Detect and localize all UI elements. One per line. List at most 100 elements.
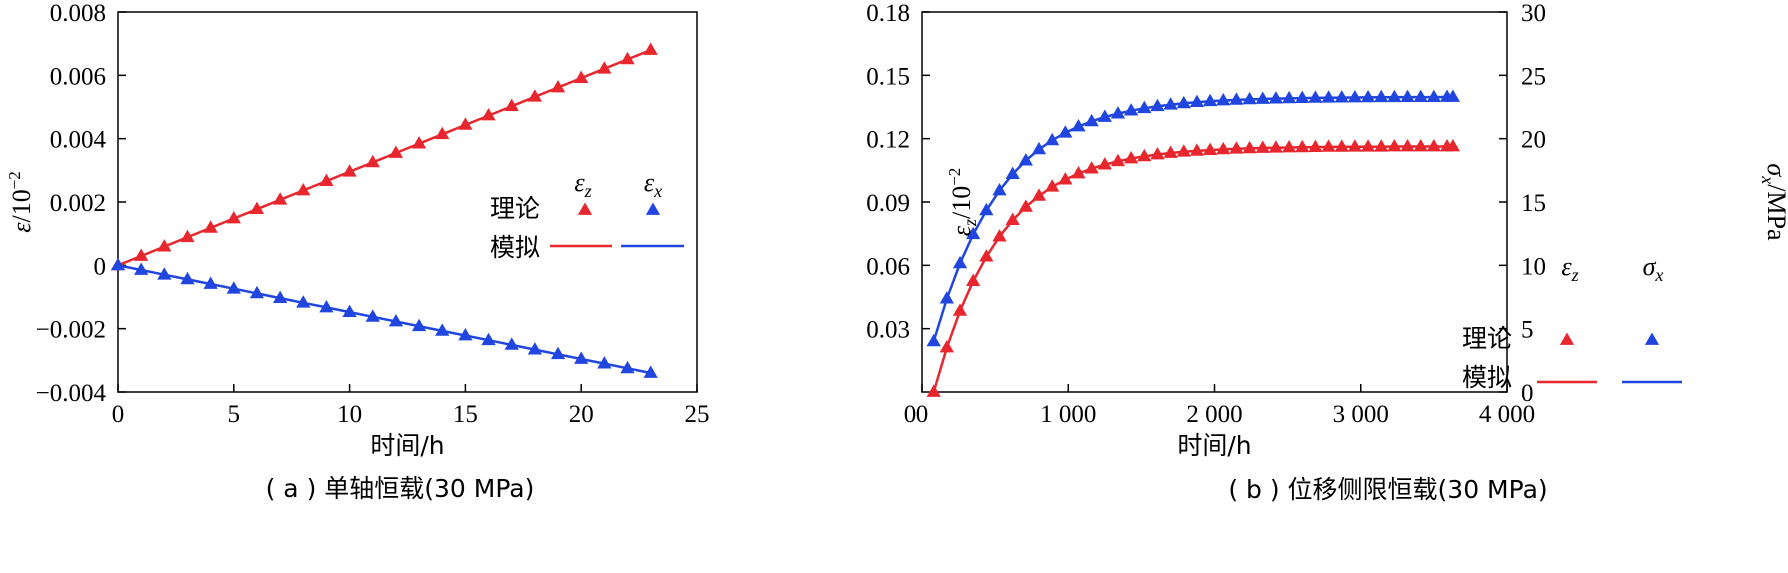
y2-axis-label: σx/MPa: [1758, 163, 1788, 241]
data-point-marker: [1445, 138, 1461, 152]
data-point-marker: [992, 229, 1007, 242]
data-point-marker: [1202, 142, 1218, 155]
data-point-marker: [643, 365, 658, 378]
x-tick-label: 3 000: [1333, 401, 1389, 428]
data-point-marker: [203, 220, 218, 233]
data-point-marker: [1097, 157, 1112, 170]
data-point-marker: [1426, 138, 1441, 152]
data-point-marker: [481, 332, 496, 346]
y-tick-label: 0.03: [866, 317, 910, 344]
data-point-marker: [411, 136, 427, 149]
y-tick-label: 0.12: [866, 127, 910, 154]
legend-marker-ez: [577, 202, 593, 215]
data-point-marker: [1005, 212, 1020, 226]
data-point-marker: [952, 255, 968, 269]
plot-frame-a: [117, 11, 698, 393]
series-line-ez: [117, 48, 652, 267]
y2-tick-label: 20: [1521, 127, 1546, 154]
data-point-marker: [365, 154, 380, 168]
y-tick-label: −0.002: [36, 317, 106, 344]
y2-tick-label: 15: [1521, 190, 1546, 217]
data-point-marker: [1426, 89, 1441, 102]
legend-row-sim: 模拟: [490, 233, 540, 262]
data-point-marker: [1268, 91, 1284, 104]
data-point-marker: [992, 182, 1007, 196]
data-point-marker: [1255, 91, 1270, 104]
data-point-marker: [1058, 172, 1073, 185]
data-point-marker: [1189, 94, 1205, 108]
legend-col-ez: εz: [574, 168, 591, 201]
data-point-marker: [1374, 89, 1389, 103]
data-point-marker: [1360, 139, 1376, 152]
data-point-marker: [157, 239, 172, 252]
x-tick-label: 25: [685, 401, 710, 428]
data-point-marker: [939, 339, 954, 353]
y-tick-label: 0.06: [866, 253, 910, 280]
data-point-marker: [1124, 151, 1139, 164]
data-point-marker: [157, 267, 172, 280]
data-point-marker: [1321, 139, 1336, 152]
x-tick-label: 1 000: [1040, 401, 1096, 428]
x-tick-label: 10: [337, 401, 362, 428]
data-point-marker: [926, 333, 941, 347]
y-tick-label: 0.09: [866, 190, 910, 217]
data-point-marker: [574, 351, 589, 364]
data-point-marker: [1334, 139, 1349, 152]
x-tick-label: 4 000: [1479, 401, 1535, 428]
x-axis-label: 时间/h: [1177, 431, 1251, 460]
data-point-marker: [1045, 132, 1060, 146]
data-point-marker: [1321, 90, 1336, 103]
data-point-marker: [620, 51, 635, 65]
data-point-marker: [1071, 166, 1086, 179]
data-point-marker: [365, 309, 380, 322]
x-tick-label: 0: [112, 401, 125, 428]
data-point-marker: [1295, 139, 1310, 153]
x-tick-label: 20: [569, 401, 594, 428]
y-tick-label: 0.008: [50, 0, 106, 27]
data-point-marker: [134, 248, 149, 261]
data-point-marker: [1018, 153, 1033, 166]
y-tick-label: 0.004: [50, 127, 107, 154]
y-tick-label: 0.006: [50, 63, 106, 90]
data-point-marker: [1255, 140, 1270, 153]
y-tick-label: 0.002: [50, 190, 106, 217]
data-point-marker: [550, 346, 566, 360]
data-point-marker: [1097, 109, 1112, 122]
data-point-marker: [620, 360, 635, 374]
y-tick-label: 0.15: [866, 63, 910, 90]
data-point-marker: [1110, 153, 1126, 167]
data-point-marker: [1189, 143, 1205, 156]
data-point-marker: [1137, 148, 1152, 162]
y2-tick-label: 30: [1521, 0, 1546, 27]
data-point-marker: [1005, 166, 1020, 180]
y2-tick-label: 10: [1521, 253, 1546, 280]
data-point-marker: [1413, 89, 1428, 102]
y2-tick-label: 25: [1521, 63, 1546, 90]
data-point-marker: [979, 202, 994, 216]
data-point-marker: [1163, 145, 1178, 158]
data-point-marker: [458, 117, 473, 130]
data-point-marker: [388, 145, 404, 158]
data-point-marker: [319, 299, 334, 313]
data-point-marker: [1400, 138, 1415, 152]
caption-a: ( a ) 单轴恒载(30 MPa): [266, 474, 535, 503]
data-point-marker: [966, 273, 981, 287]
data-point-marker: [1308, 139, 1323, 152]
legend-col-ex: εx: [644, 168, 662, 201]
x-tick-label: 5: [228, 401, 241, 428]
data-point-marker: [435, 126, 450, 140]
y2-tick-label: 0: [1521, 380, 1534, 407]
data-point-marker: [110, 257, 126, 271]
y-axis-label: ε/10−2: [5, 171, 36, 233]
data-point-marker: [1084, 161, 1099, 174]
data-point-marker: [249, 285, 265, 299]
data-point-marker: [1163, 97, 1178, 110]
x-tick-label: 0: [916, 401, 929, 428]
data-point-marker: [1242, 140, 1257, 154]
data-point-marker: [481, 108, 496, 121]
data-point-marker: [1281, 90, 1297, 104]
y-tick-label: −0.004: [36, 380, 107, 407]
data-point-marker: [134, 262, 149, 275]
data-point-marker: [180, 271, 195, 285]
x-axis-label: 时间/h: [370, 431, 444, 460]
